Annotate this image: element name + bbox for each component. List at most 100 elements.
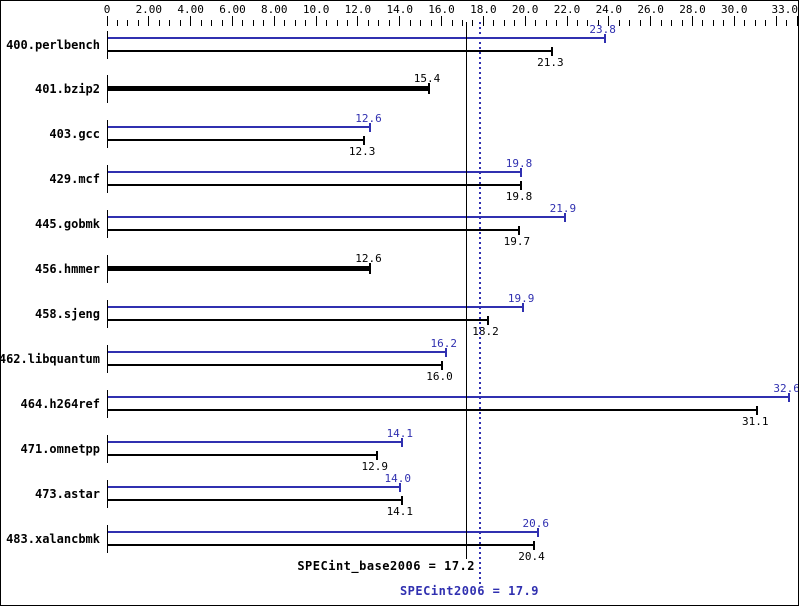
peak-value-label: 12.6: [355, 112, 382, 126]
benchmark-label: 400.perlbench: [6, 37, 100, 52]
base-value-label: 21.3: [537, 55, 564, 69]
benchmark-label: 401.bzip2: [34, 82, 100, 97]
axis-minor-tick: [514, 20, 516, 26]
axis-tick-label: 16.0: [428, 3, 455, 16]
peak-bar-endcap: [563, 213, 566, 223]
peak-bar: [108, 126, 371, 129]
peak-value-label: 20.6: [522, 516, 549, 530]
base-bar: [108, 86, 429, 92]
row-axis-segment: [107, 255, 108, 284]
peak-value-label: 19.8: [505, 157, 533, 171]
axis-minor-tick: [420, 20, 422, 26]
base-bar-endcap: [363, 136, 366, 146]
row-axis-segment: [107, 434, 108, 463]
axis-minor-tick: [367, 20, 369, 26]
peak-value-label: 32.6: [773, 381, 799, 395]
peak-value-label: 14.1: [386, 426, 414, 440]
axis-major-tick: [733, 16, 735, 26]
axis-tick-label: 6.00: [219, 3, 246, 16]
base-bar-endcap: [520, 181, 522, 191]
peak-value-label: 23.8: [589, 22, 616, 36]
row-axis-segment: [107, 344, 108, 373]
axis-minor-tick: [305, 20, 307, 26]
base-mean-reference-line: [466, 22, 467, 559]
base-bar: [108, 184, 521, 187]
peak-value-label: 14.0: [384, 471, 411, 485]
axis-minor-tick: [629, 20, 631, 26]
peak-bar: [108, 440, 402, 443]
peak-bar: [108, 36, 605, 39]
axis-major-tick: [608, 16, 610, 26]
axis-tick-label: 18.0: [470, 3, 497, 16]
benchmark-label: 456.hmmer: [34, 262, 100, 277]
axis-tick-label: 30.0: [721, 3, 748, 16]
benchmark-label: 462.libquantum: [0, 351, 100, 366]
row-axis-segment: [107, 389, 108, 418]
axis-minor-tick: [378, 20, 380, 26]
axis-tick-label: 0: [103, 3, 111, 16]
base-bar-endcap: [517, 226, 520, 236]
axis-minor-tick: [503, 20, 505, 26]
axis-major-tick: [691, 16, 693, 26]
axis-major-tick: [148, 16, 150, 26]
row-axis-segment: [107, 30, 108, 59]
peak-bar-endcap: [398, 482, 401, 492]
axis-major-tick: [190, 16, 192, 26]
axis-minor-tick: [409, 20, 411, 26]
peak-value-label: 21.9: [549, 202, 577, 216]
axis-minor-tick: [754, 20, 756, 26]
axis-minor-tick: [326, 20, 328, 26]
base-bar: [108, 498, 402, 501]
base-bar: [108, 229, 519, 232]
axis-minor-tick: [430, 20, 432, 26]
row-axis-segment: [107, 210, 108, 239]
peak-bar: [108, 395, 789, 398]
base-value-label: 31.1: [742, 414, 769, 428]
base-bar-endcap: [756, 405, 759, 415]
axis-major-tick: [399, 16, 401, 26]
specint2006-summary-label: SPECint2006 = 17.9: [399, 584, 539, 598]
benchmark-label: 473.astar: [34, 486, 100, 501]
peak-bar: [108, 216, 565, 219]
base-value-label: 15.4: [413, 72, 441, 86]
axis-tick-label: 8.00: [261, 3, 288, 16]
axis-minor-tick: [723, 20, 725, 26]
axis-major-tick: [775, 16, 777, 26]
peak-bar-endcap: [787, 392, 790, 402]
axis-minor-tick: [618, 20, 620, 26]
base-bar: [108, 543, 534, 546]
axis-minor-tick: [597, 20, 599, 26]
axis-minor-tick: [765, 20, 767, 26]
axis-minor-tick: [116, 20, 118, 26]
axis-minor-tick: [179, 20, 181, 26]
axis-minor-tick: [127, 20, 129, 26]
axis-minor-tick: [451, 20, 453, 26]
axis-minor-tick: [587, 20, 589, 26]
row-axis-segment: [107, 165, 108, 194]
axis-minor-tick: [169, 20, 171, 26]
row-axis-segment: [107, 75, 108, 104]
benchmark-label: 445.gobmk: [34, 217, 100, 232]
base-bar: [108, 49, 553, 52]
axis-minor-tick: [712, 20, 714, 26]
axis-major-tick: [482, 16, 484, 26]
base-value-label: 20.4: [518, 549, 545, 563]
axis-minor-tick: [493, 20, 495, 26]
axis-minor-tick: [294, 20, 296, 26]
base-bar: [108, 139, 365, 142]
axis-minor-tick: [556, 20, 558, 26]
base-value-label: 12.6: [355, 252, 382, 266]
axis-major-tick: [650, 16, 652, 26]
base-value-label: 19.7: [503, 235, 531, 249]
axis-tick-label: 20.0: [511, 3, 539, 16]
peak-bar: [108, 171, 521, 174]
base-bar-endcap: [428, 83, 430, 95]
axis-tick-label: 4.00: [177, 3, 204, 16]
axis-major-tick: [106, 16, 108, 26]
axis-minor-tick: [472, 20, 474, 26]
axis-minor-tick: [336, 20, 338, 26]
base-bar: [108, 408, 758, 411]
axis-minor-tick: [535, 20, 537, 26]
peak-bar: [108, 485, 400, 488]
